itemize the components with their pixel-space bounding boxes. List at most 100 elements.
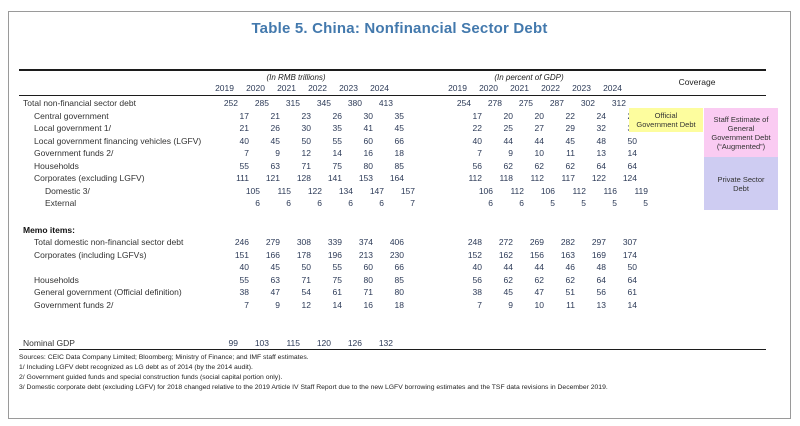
gdp-value: 116: [603, 185, 617, 196]
gdp-value: 48: [596, 135, 606, 146]
gdp-value: 254: [456, 98, 471, 109]
rmb-value: 38: [239, 287, 249, 298]
rmb-value: 55: [332, 135, 342, 146]
debt-table-body: Total non-financial sector debt 25 2 2 85 315…: [19, 97, 779, 350]
gdp-value: 152: [467, 249, 482, 260]
gdp-value: 269: [529, 237, 544, 248]
rmb-value: 80: [363, 274, 373, 285]
rmb-value: 380: [347, 98, 362, 109]
rmb-value: 14: [332, 148, 342, 159]
gdp-value: 312: [611, 98, 626, 109]
rmb-value: 115: [277, 185, 291, 196]
rmb-value: 6: [348, 198, 353, 209]
rmb-value: 128: [296, 173, 311, 184]
row-label: Local government financing vehicles (LGF…: [34, 135, 202, 146]
gdp-value: 169: [591, 249, 606, 260]
rmb-value: 7: [244, 148, 249, 159]
table-row: Total domestic non-financial sector debt…: [19, 236, 779, 249]
rmb-value: 132: [378, 338, 393, 349]
row-label: Corporates (including LGFVs): [34, 249, 147, 260]
rmb-value: 246: [234, 237, 249, 248]
gdp-value: 17: [472, 110, 482, 121]
rmb-value: 35: [332, 123, 342, 134]
gdp-value: 48: [596, 262, 606, 273]
rmb-value: 406: [389, 237, 404, 248]
rmb-value: 17: [239, 110, 249, 121]
gdp-value: 6: [519, 198, 524, 209]
gdp-year: 2024: [603, 83, 622, 93]
gdp-value: 44: [503, 262, 513, 273]
gdp-value: 25: [503, 123, 513, 134]
gdp-value: 38: [472, 287, 482, 298]
rmb-value: 45: [270, 135, 280, 146]
rmb-value: 85: [394, 274, 404, 285]
row-label: Local government 1/: [34, 123, 112, 134]
rmb-value: 18: [394, 148, 404, 159]
rmb-value: 315: [285, 98, 300, 109]
gdp-value: 62: [534, 274, 544, 285]
rmb-value: 50: [301, 135, 311, 146]
gdp-value: 62: [503, 274, 513, 285]
row-label: External: [45, 198, 77, 209]
gdp-value: 13: [596, 148, 606, 159]
rmb-value: 122: [307, 185, 322, 196]
rmb-value: 55: [239, 274, 249, 285]
coverage-augmented-government-debt: Staff Estimate of General Government Deb…: [704, 108, 778, 157]
coverage-column-header: Coverage: [678, 77, 716, 87]
gdp-value: 5: [581, 198, 586, 209]
row-label: Domestic 3/: [45, 185, 90, 196]
rmb-value: 213: [358, 249, 373, 260]
gdp-value: 112: [468, 173, 482, 184]
gdp-value: 174: [622, 249, 637, 260]
footnotes: Sources: CEIC Data Company Limited; Bloo…: [19, 353, 779, 393]
rmb-value: 9: [275, 148, 280, 159]
row-label: Government funds 2/: [34, 299, 114, 310]
rmb-value: 339: [327, 237, 342, 248]
rmb-value: 30: [363, 110, 373, 121]
coverage-private-sector-debt: Private Sector Debt: [704, 157, 778, 210]
rmb-value: 6: [317, 198, 322, 209]
gdp-value: 124: [622, 173, 637, 184]
rmb-years-row: 2019 2020 2021 2022 2023 2024: [203, 82, 389, 94]
gdp-value: 11: [566, 299, 575, 310]
gdp-value: 112: [572, 185, 586, 196]
rmb-value: 16: [363, 299, 373, 310]
rmb-value: 147: [369, 185, 384, 196]
rmb-value: 6: [379, 198, 384, 209]
gdp-value: 56: [472, 160, 482, 171]
memo-items-header-row: Memo items:: [19, 224, 779, 237]
rmb-value: 14: [332, 299, 342, 310]
gdp-year: 2021: [510, 83, 529, 93]
gdp-year: 2023: [572, 83, 591, 93]
rmb-value: 75: [332, 274, 342, 285]
gdp-value: 7: [477, 299, 482, 310]
rmb-value: 60: [363, 135, 373, 146]
gdp-value: 64: [627, 160, 637, 171]
rmb-value: 9: [275, 299, 280, 310]
row-label: Total non-financial sector debt: [23, 98, 136, 109]
gdp-value: 11: [566, 148, 575, 159]
gdp-value: 106: [540, 185, 555, 196]
row-label: Government funds 2/: [34, 148, 114, 159]
rmb-value: 164: [389, 173, 404, 184]
footnote-line: Sources: CEIC Data Company Limited; Bloo…: [19, 354, 309, 361]
gdp-value: 10: [534, 148, 544, 159]
gdp-value: 64: [596, 274, 606, 285]
gdp-value: 22: [472, 123, 482, 134]
row-label: Nominal GDP: [23, 338, 75, 349]
rmb-value: 126: [347, 338, 362, 349]
rmb-value: 157: [400, 185, 415, 196]
rmb-value: 120: [316, 338, 331, 349]
gdp-value: 9: [508, 148, 513, 159]
gdp-value: 302: [580, 98, 595, 109]
rmb-value: 66: [394, 135, 404, 146]
rmb-value: 196: [327, 249, 342, 260]
rmb-value: 6: [286, 198, 291, 209]
gdp-group-header: (In percent of GDP): [494, 73, 564, 82]
rmb-year: 2020: [246, 83, 265, 93]
header-rule: [19, 95, 766, 96]
gdp-value: 56: [596, 287, 606, 298]
rmb-value: 75: [332, 160, 342, 171]
gdp-value: 56: [472, 274, 482, 285]
gdp-value: 13: [596, 299, 606, 310]
